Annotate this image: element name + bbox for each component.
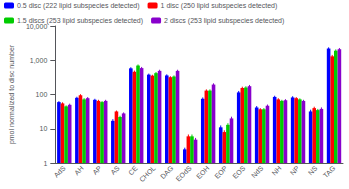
- svg-text:CE: CE: [127, 164, 139, 176]
- svg-text:1: 1: [43, 160, 47, 167]
- svg-text:NS: NS: [307, 164, 319, 176]
- svg-text:AP: AP: [91, 164, 103, 176]
- svg-text:CHOL: CHOL: [138, 164, 157, 183]
- svg-text:0.5 disc (222 lipid subspecies: 0.5 disc (222 lipid subspecies detected): [17, 2, 140, 10]
- svg-text:2 discs (253 lipid subspecies: 2 discs (253 lipid subspecies detected): [164, 17, 284, 25]
- svg-text:pmol normalized to disc number: pmol normalized to disc number: [8, 44, 16, 144]
- svg-text:10: 10: [40, 125, 48, 132]
- svg-text:AH: AH: [73, 165, 85, 177]
- svg-text:EOP: EOP: [213, 164, 229, 180]
- svg-text:1 disc (250 lipid subspecies d: 1 disc (250 lipid subspecies detected): [161, 2, 278, 10]
- svg-text:TAG: TAG: [322, 165, 337, 180]
- svg-text:EOS: EOS: [231, 164, 247, 180]
- svg-text:1,000: 1,000: [30, 57, 48, 64]
- svg-text:DAG: DAG: [159, 165, 175, 181]
- svg-text:NdS: NdS: [250, 164, 265, 179]
- svg-text:EOH: EOH: [195, 165, 211, 181]
- svg-text:10,000: 10,000: [25, 22, 48, 30]
- svg-text:NP: NP: [289, 164, 301, 176]
- svg-text:AdS: AdS: [52, 164, 67, 179]
- svg-text:100: 100: [36, 91, 48, 98]
- svg-text:NH: NH: [270, 165, 282, 177]
- svg-text:1.5 discs (253 lipid subspecie: 1.5 discs (253 lipid subspecies detected…: [17, 17, 143, 25]
- svg-text:AS: AS: [109, 164, 121, 176]
- svg-text:EOdS: EOdS: [175, 164, 193, 182]
